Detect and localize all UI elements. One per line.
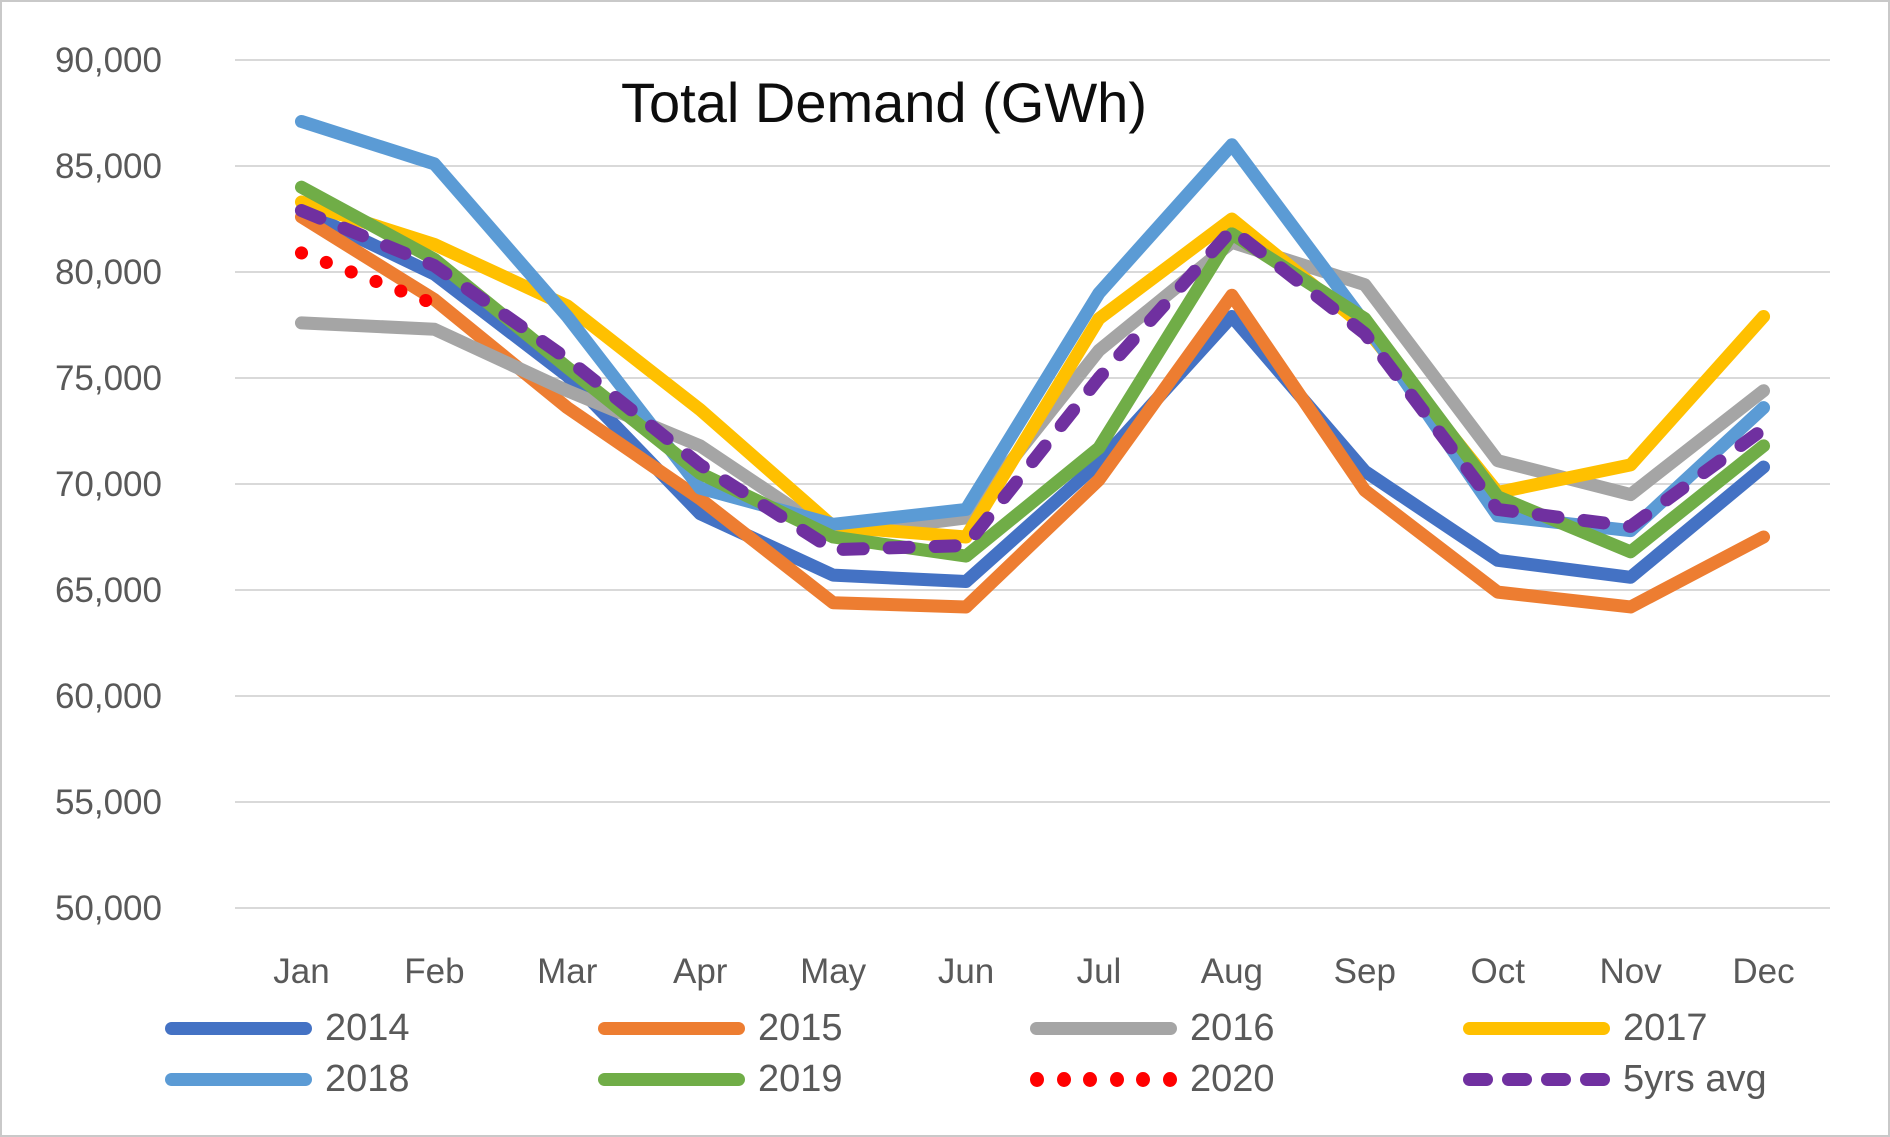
y-axis-tick-label: 90,000 [55, 41, 162, 80]
series-line-2014[interactable] [294, 204, 1771, 589]
legend-swatch-5yrs-avg-dashes [1463, 1072, 1610, 1086]
legend-label: 2015 [758, 1006, 843, 1049]
legend-swatch-2019-line [598, 1072, 745, 1086]
legend-label: 2014 [325, 1006, 410, 1049]
legend-swatch-2017-line [1463, 1021, 1610, 1035]
x-axis-tick-label: Feb [404, 952, 464, 991]
legend-dot [1083, 1071, 1098, 1087]
legend-dash [1463, 1072, 1493, 1086]
legend-item-2019[interactable]: 2019 [598, 1057, 843, 1101]
series-line-2015[interactable] [294, 210, 1771, 614]
chart-title: Total Demand (GWh) [621, 71, 1147, 134]
x-axis-tick-label: Jul [1077, 952, 1122, 991]
x-axis-tick-label: Jan [273, 952, 329, 991]
legend-item-5yrs-avg[interactable]: 5yrs avg [1463, 1057, 1767, 1101]
x-axis-labels-group: Jan Feb Mar Apr May Jun Jul Aug Sep Oct Nov Dec [273, 952, 1794, 991]
legend-dot [1136, 1071, 1151, 1087]
legend-swatch-2018-line [165, 1072, 312, 1086]
legend-item-2016[interactable]: 2016 [1030, 1006, 1275, 1050]
y-axis-tick-label: 65,000 [55, 571, 162, 610]
y-axis-tick-label: 55,000 [55, 783, 162, 822]
x-axis-tick-label: Sep [1334, 952, 1396, 991]
legend-dot [1162, 1071, 1177, 1087]
series-lines-group [294, 114, 1771, 614]
legend-swatch-2015-line [598, 1021, 745, 1035]
series-line-2018[interactable] [294, 114, 1771, 538]
legend-swatch-2020-dots [1030, 1071, 1177, 1087]
legend-label: 2017 [1623, 1006, 1708, 1049]
x-axis-tick-label: Oct [1470, 952, 1525, 991]
legend-item-2014[interactable]: 2014 [165, 1006, 410, 1050]
y-axis-tick-label: 75,000 [55, 359, 162, 398]
legend-swatch-2016-line [1030, 1021, 1177, 1035]
legend-item-2017[interactable]: 2017 [1463, 1006, 1708, 1050]
legend-label: 2016 [1190, 1006, 1275, 1049]
legend-label: 2020 [1190, 1057, 1275, 1100]
y-axis-tick-label: 50,000 [55, 889, 162, 928]
x-axis-tick-label: Nov [1600, 952, 1663, 991]
y-axis-tick-label: 70,000 [55, 465, 162, 504]
y-axis-tick-label: 60,000 [55, 677, 162, 716]
legend-dash [1580, 1072, 1610, 1086]
y-axis-tick-label: 85,000 [55, 147, 162, 186]
legend-dash [1502, 1072, 1532, 1086]
legend-dot [1109, 1071, 1124, 1087]
x-axis-tick-label: Apr [673, 952, 728, 991]
x-axis-tick-label: May [800, 952, 867, 991]
legend-item-2018[interactable]: 2018 [165, 1057, 410, 1101]
legend-dash [1541, 1072, 1571, 1086]
legend-dot [1056, 1071, 1071, 1087]
legend-item-2015[interactable]: 2015 [598, 1006, 843, 1050]
legend-label: 5yrs avg [1623, 1057, 1767, 1100]
x-axis-tick-label: Jun [938, 952, 994, 991]
x-axis-tick-label: Dec [1732, 952, 1794, 991]
y-axis-tick-label: 80,000 [55, 253, 162, 292]
series-line-2020[interactable] [294, 246, 441, 311]
legend-label: 2019 [758, 1057, 843, 1100]
legend-label: 2018 [325, 1057, 410, 1100]
legend-item-2020[interactable]: 2020 [1030, 1057, 1275, 1101]
series-line-5yrs-avg[interactable] [294, 204, 1771, 557]
x-axis-tick-label: Aug [1201, 952, 1263, 991]
legend-dot [1030, 1071, 1044, 1087]
legend-swatch-2014-line [165, 1021, 312, 1035]
x-axis-tick-label: Mar [537, 952, 598, 991]
y-axis-labels-group: 90,000 85,000 80,000 75,000 70,000 65,000 60,0… [55, 41, 162, 928]
